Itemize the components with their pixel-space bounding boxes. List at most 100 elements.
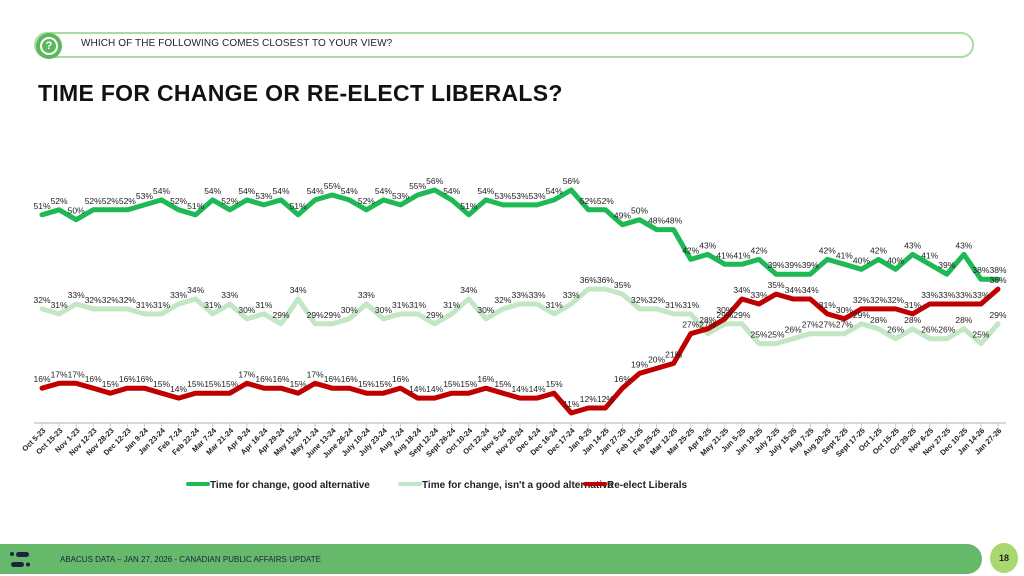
data-label: 31% <box>665 300 682 310</box>
data-label: 16% <box>614 374 631 384</box>
data-label: 16% <box>477 374 494 384</box>
data-label: 30% <box>238 305 255 315</box>
data-label: 25% <box>750 330 767 340</box>
data-label: 54% <box>341 186 358 196</box>
data-label: 50% <box>68 206 85 216</box>
data-label: 35% <box>768 280 785 290</box>
data-label: 28% <box>955 315 972 325</box>
data-label: 14% <box>511 384 528 394</box>
data-label: 21% <box>665 349 682 359</box>
data-label: 14% <box>170 384 187 394</box>
data-label: 15% <box>494 379 511 389</box>
data-label: 36% <box>597 275 614 285</box>
question-text: WHICH OF THE FOLLOWING COMES CLOSEST TO … <box>81 38 393 49</box>
data-label: 28% <box>904 315 921 325</box>
data-label: 52% <box>102 196 119 206</box>
data-label: 32% <box>870 295 887 305</box>
data-label: 34% <box>290 285 307 295</box>
data-label: 54% <box>375 186 392 196</box>
data-label: 54% <box>204 186 221 196</box>
data-label: 41% <box>733 250 750 260</box>
data-label: 52% <box>358 196 375 206</box>
data-label: 53% <box>529 191 546 201</box>
data-label: 53% <box>255 191 272 201</box>
data-label: 20% <box>648 354 665 364</box>
data-label: 31% <box>904 300 921 310</box>
data-label: 17% <box>307 369 324 379</box>
data-label: 33% <box>750 290 767 300</box>
data-label: 32% <box>33 295 50 305</box>
data-label: 29% <box>426 310 443 320</box>
data-label: 30% <box>716 305 733 315</box>
data-label: 34% <box>460 285 477 295</box>
data-label: 31% <box>409 300 426 310</box>
data-label: 42% <box>819 245 836 255</box>
data-label: 14% <box>426 384 443 394</box>
data-label: 26% <box>921 325 938 335</box>
data-label: 41% <box>836 250 853 260</box>
data-label: 54% <box>307 186 324 196</box>
data-label: 50% <box>631 206 648 216</box>
data-label: 15% <box>187 379 204 389</box>
data-label: 33% <box>170 290 187 300</box>
data-label: 52% <box>51 196 68 206</box>
data-label: 51% <box>187 201 204 211</box>
data-label: 55% <box>324 181 341 191</box>
legend-label: Re-elect Liberals <box>607 480 687 491</box>
data-label: 15% <box>460 379 477 389</box>
data-label: 54% <box>153 186 170 196</box>
data-label: 15% <box>375 379 392 389</box>
data-label: 33% <box>563 290 580 300</box>
data-label: 39% <box>785 260 802 270</box>
data-label: 29% <box>716 310 733 320</box>
series-line-0 <box>39 187 1001 282</box>
data-label: 17% <box>51 369 68 379</box>
data-label: 15% <box>290 379 307 389</box>
data-label: 29% <box>989 310 1006 320</box>
data-label: 34% <box>785 285 802 295</box>
question-bar <box>34 32 974 58</box>
data-label: 12% <box>580 394 597 404</box>
question-bubble-icon: ? <box>36 33 62 59</box>
data-label: 28% <box>699 315 716 325</box>
data-label: 14% <box>529 384 546 394</box>
data-label: 34% <box>187 285 204 295</box>
data-label: 31% <box>255 300 272 310</box>
data-label: 16% <box>341 374 358 384</box>
data-label: 34% <box>733 285 750 295</box>
data-label: 14% <box>409 384 426 394</box>
data-label: 15% <box>443 379 460 389</box>
data-label: 54% <box>546 186 563 196</box>
data-label: 52% <box>597 196 614 206</box>
data-label: 15% <box>102 379 119 389</box>
series-line-2 <box>39 286 1001 416</box>
data-label: 52% <box>221 196 238 206</box>
data-label: 27% <box>836 320 853 330</box>
data-label: 29% <box>733 310 750 320</box>
data-label: 32% <box>648 295 665 305</box>
data-label: 16% <box>255 374 272 384</box>
data-label: 53% <box>494 191 511 201</box>
data-label: 36% <box>580 275 597 285</box>
data-label: 15% <box>221 379 238 389</box>
data-label: 25% <box>972 330 989 340</box>
data-label: 31% <box>51 300 68 310</box>
data-label: 31% <box>443 300 460 310</box>
data-label: 30% <box>477 305 494 315</box>
data-label: 56% <box>426 176 443 186</box>
data-label: 33% <box>221 290 238 300</box>
data-label: 53% <box>392 191 409 201</box>
data-label: 51% <box>290 201 307 211</box>
data-label: 42% <box>682 245 699 255</box>
data-label: 31% <box>392 300 409 310</box>
data-label: 29% <box>853 310 870 320</box>
data-label: 11% <box>563 399 580 409</box>
data-label: 39% <box>768 260 785 270</box>
data-label: 40% <box>853 255 870 265</box>
data-label: 32% <box>887 295 904 305</box>
data-label: 31% <box>153 300 170 310</box>
data-label: 29% <box>272 310 289 320</box>
data-label: 29% <box>324 310 341 320</box>
data-label: 43% <box>699 240 716 250</box>
abacus-logo-icon <box>10 552 30 567</box>
